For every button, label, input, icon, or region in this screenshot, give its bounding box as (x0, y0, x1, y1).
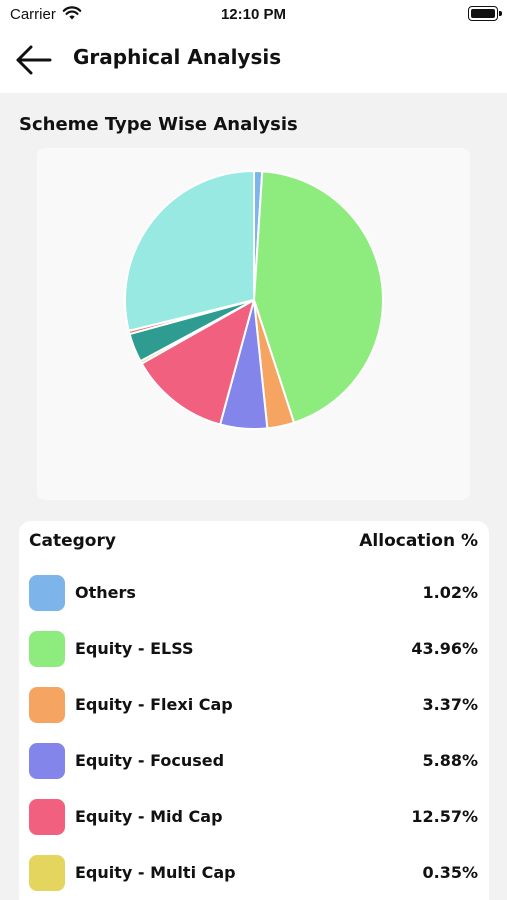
pie-slice-8 (124, 170, 255, 332)
page-title: Graphical Analysis (73, 45, 282, 69)
color-swatch (29, 799, 65, 835)
allocation-value: 3.37% (422, 695, 478, 714)
category-label: Equity - ELSS (75, 639, 194, 658)
pie-chart (124, 169, 384, 430)
table-row: Equity - Multi Cap 0.35% (19, 855, 489, 900)
allocation-value: 0.35% (422, 863, 478, 882)
category-header: Category (29, 531, 116, 551)
pie-slice-1 (253, 170, 384, 424)
back-button[interactable] (10, 40, 58, 80)
section-title: Scheme Type Wise Analysis (19, 114, 298, 135)
pie-slice-4 (140, 299, 255, 426)
color-swatch (29, 687, 65, 723)
allocation-header: Allocation % (359, 531, 478, 551)
allocation-table: Category Allocation % Others 1.02% Equit… (19, 521, 489, 900)
allocation-value: 1.02% (422, 583, 478, 602)
category-label: Others (75, 583, 136, 602)
carrier-label: Carrier (10, 6, 56, 23)
allocation-value: 12.57% (411, 807, 478, 826)
color-swatch (29, 855, 65, 891)
table-row: Equity - ELSS 43.96% (19, 631, 489, 679)
back-arrow-icon (16, 45, 52, 75)
allocation-value: 43.96% (411, 639, 478, 658)
status-bar: Carrier 12:10 PM (0, 0, 507, 30)
allocation-value: 5.88% (422, 751, 478, 770)
table-header: Category Allocation % (19, 531, 489, 555)
color-swatch (29, 743, 65, 779)
category-label: Equity - Mid Cap (75, 807, 223, 826)
nav-bar: Graphical Analysis (0, 30, 507, 93)
table-row: Others 1.02% (19, 575, 489, 623)
battery-icon (468, 6, 502, 21)
wifi-icon (62, 5, 82, 26)
color-swatch (29, 631, 65, 667)
color-swatch (29, 575, 65, 611)
category-label: Equity - Focused (75, 751, 225, 770)
status-time: 12:10 PM (220, 6, 287, 23)
category-label: Equity - Flexi Cap (75, 695, 233, 714)
table-row: Equity - Mid Cap 12.57% (19, 799, 489, 847)
table-row: Equity - Flexi Cap 3.37% (19, 687, 489, 735)
table-row: Equity - Focused 5.88% (19, 743, 489, 791)
category-label: Equity - Multi Cap (75, 863, 236, 882)
chart-card (37, 148, 470, 500)
